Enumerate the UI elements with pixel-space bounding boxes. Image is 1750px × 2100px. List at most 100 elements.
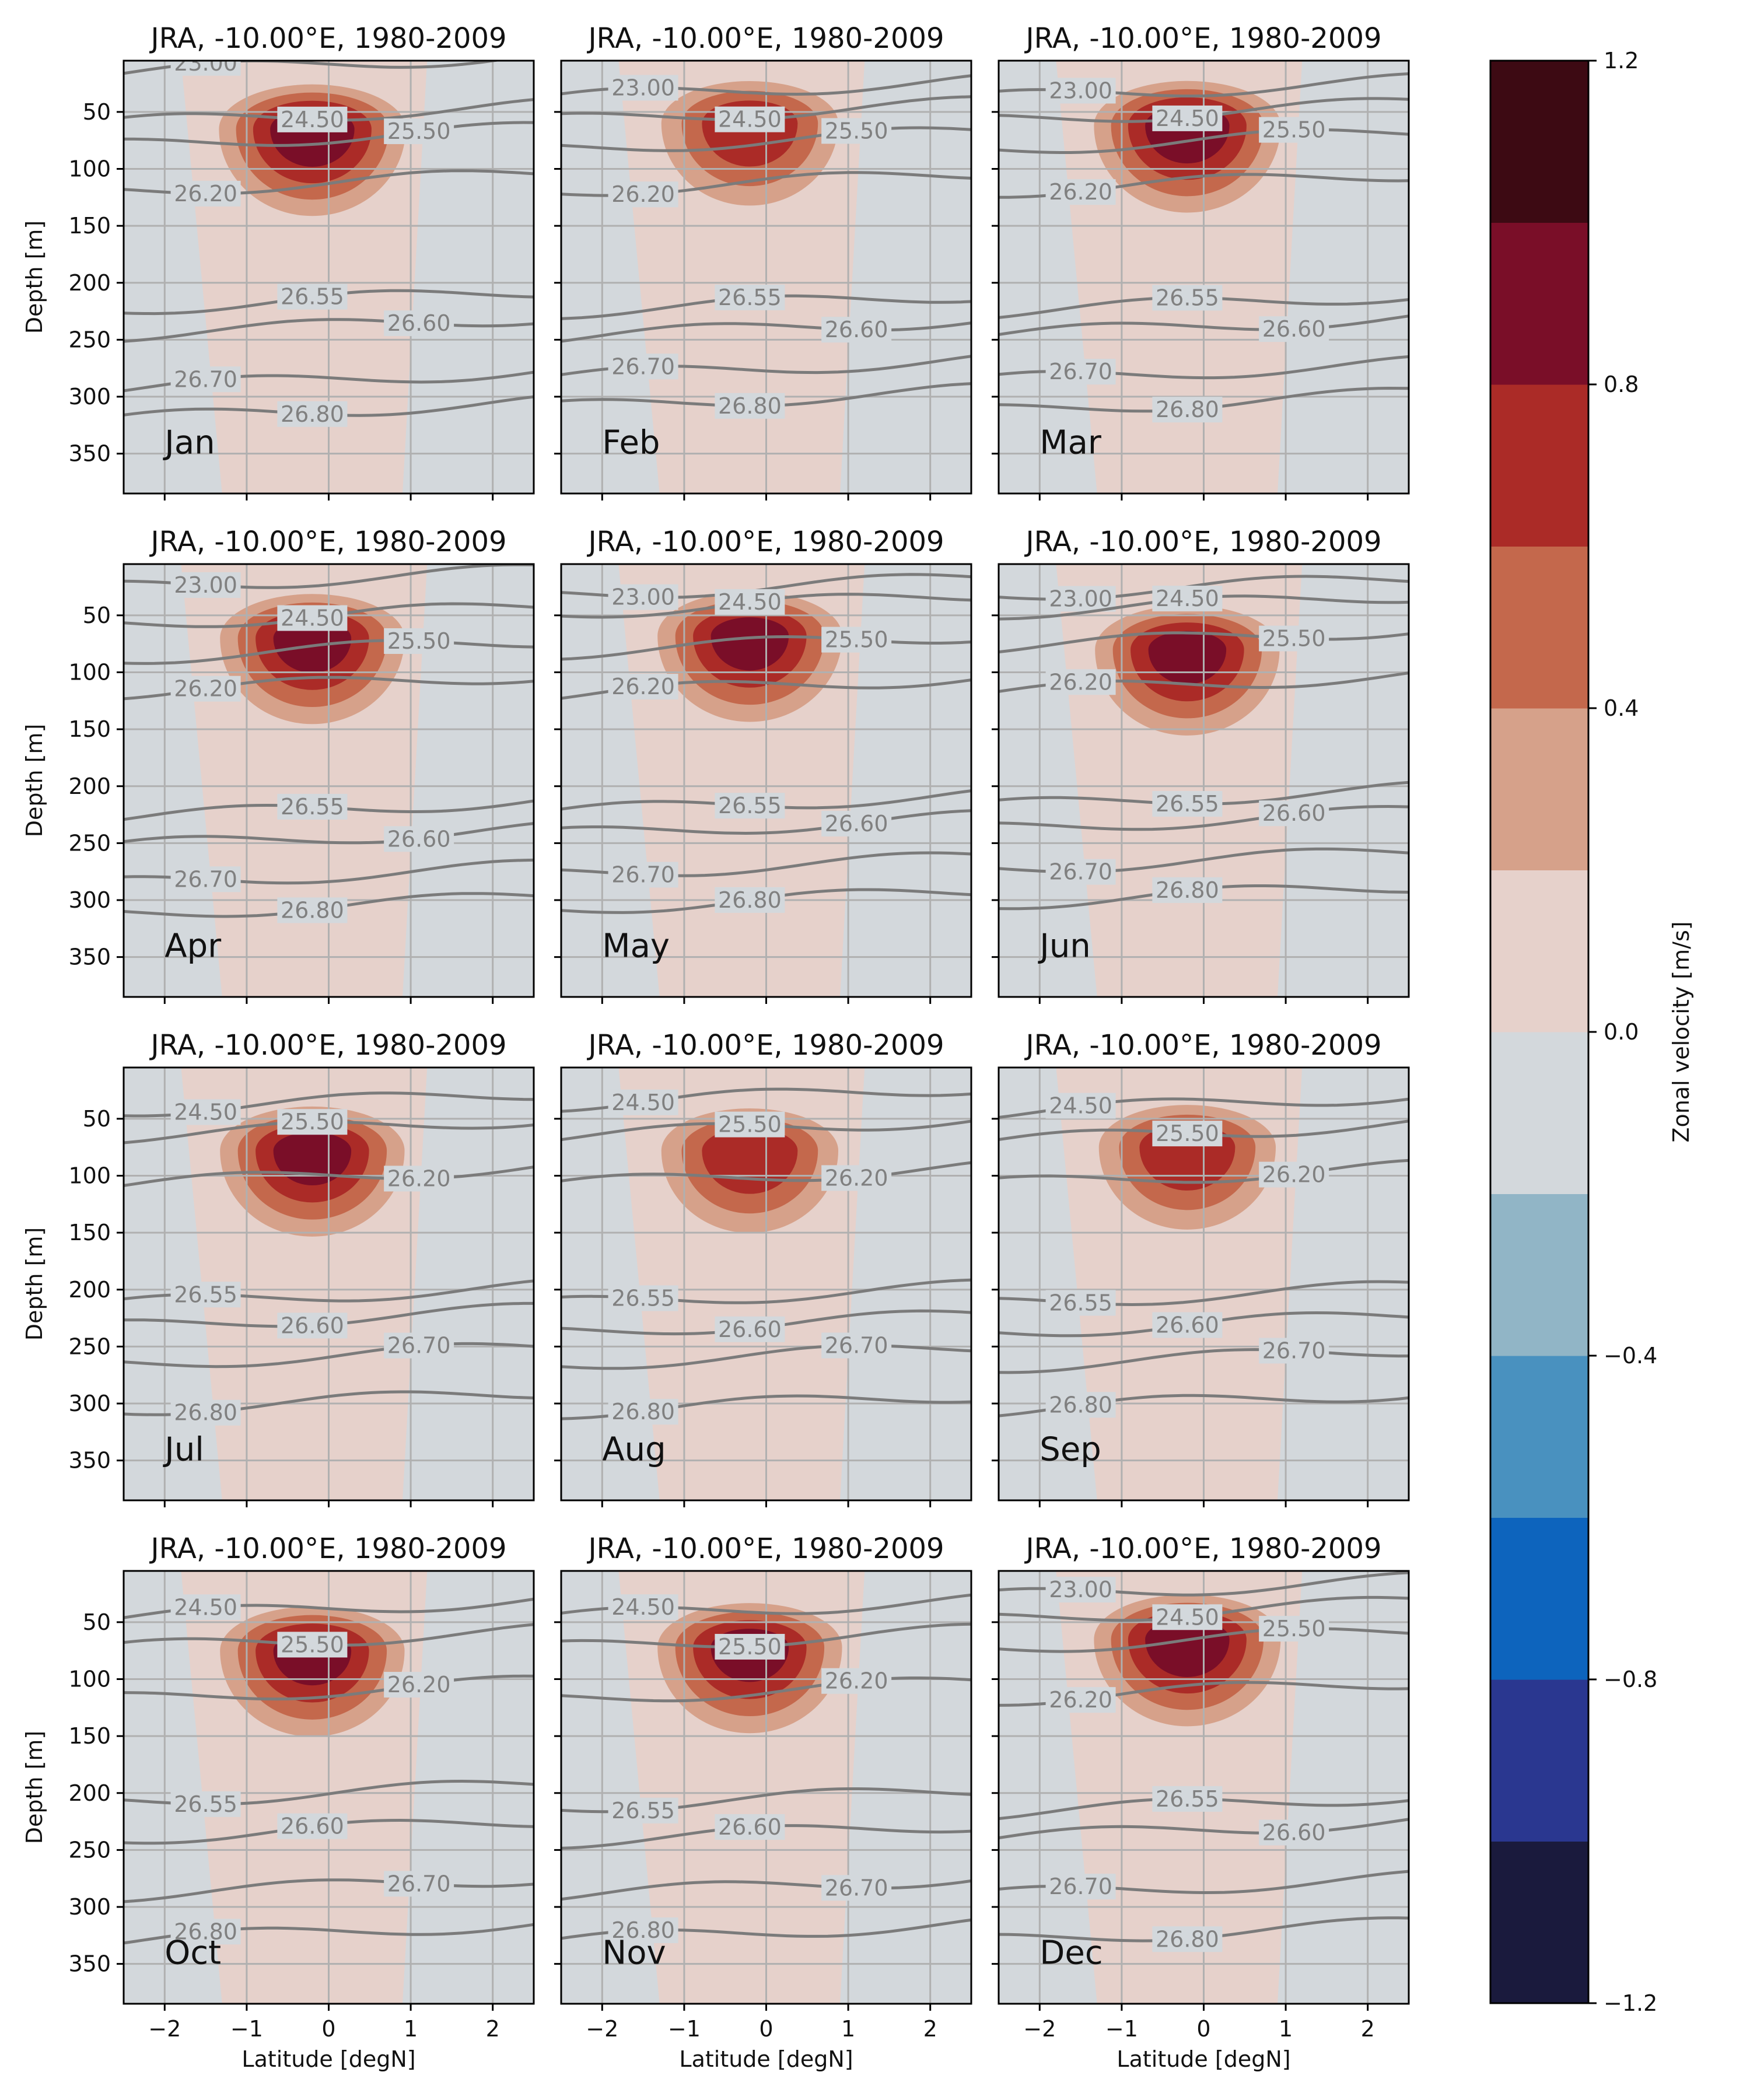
isoline-label-bg [277,1312,348,1339]
panel-title: JRA, -10.00°E, 1980-2009 [149,1029,506,1062]
panel-title: JRA, -10.00°E, 1980-2009 [1024,1029,1381,1062]
isoline-label: 26.60 [718,1814,782,1840]
panel-may: 23.00 24.50 25.50 26.20 26.55 26.60 26.70 26.80… [554,526,972,1004]
isoline-label: 23.00 [611,584,675,610]
isoline-label: 26.70 [1262,1338,1326,1363]
isoline-label-bg [715,589,785,615]
isoline-label: 26.70 [387,1333,451,1359]
isoline-25.50 [124,121,534,147]
isoline-25.50 [999,128,1409,154]
isoline-label-bg [821,118,892,144]
isoline-label: 25.50 [825,118,888,144]
isoline-label: 23.00 [1049,78,1112,103]
x-axis-label: Latitude [degN] [242,2046,415,2072]
isoline-label-bg [384,310,454,337]
isoline-label-bg [170,866,241,892]
isoline-label: 26.70 [387,1871,451,1896]
isoline-label-bg [608,1399,678,1425]
x-tick-label: 2 [1361,2016,1375,2042]
isoline-label-bg [1045,1577,1116,1603]
isoline-label-bg [608,75,678,101]
isoline-label-bg [170,676,241,702]
isoline-label-bg [170,366,241,393]
month-label: Mar [1040,424,1102,462]
isoline-25.50 [124,639,534,665]
isoline-label: 23.00 [174,572,237,598]
isoline-label-bg [170,1282,241,1308]
isoline-label-bg [608,1285,678,1311]
isoline-label-bg [170,1099,241,1125]
isoline-label-bg [1259,1819,1329,1846]
isoline-label-bg [170,1919,241,1945]
colorbar-segment [1490,708,1588,870]
colorbar-label: Zonal velocity [m/s] [1668,921,1694,1142]
isoline-label: 26.60 [718,1317,782,1342]
x-tick-label: −1 [230,2016,263,2042]
plot-area: 23.00 24.50 25.50 26.20 26.55 26.60 26.70 26.80 [561,61,971,494]
isoline-label-bg [821,1668,892,1694]
isoline-26.60 [561,321,971,343]
isoline-label-bg [608,584,678,610]
isoline-label-bg [715,1814,785,1840]
isoline-label: 26.55 [1156,285,1219,310]
isoline-label-bg [1152,105,1223,131]
isoline-label: 25.50 [1262,626,1326,652]
isoline-label-bg [277,401,348,427]
isoline-label: 26.60 [825,811,888,836]
isoline-label: 26.80 [611,1917,675,1943]
isoline-label: 26.20 [174,181,237,206]
isoline-label: 24.50 [281,107,344,132]
isoline-label-bg [277,106,348,132]
y-tick-label: 200 [68,270,111,296]
isoline-label-bg [1152,285,1223,311]
panel-title: JRA, -10.00°E, 1980-2009 [1024,22,1381,55]
colorbar-segment [1490,1679,1588,1842]
panel-jan: 23.00 24.50 25.50 26.20 26.55 26.60 26.70 26.80… [22,22,535,501]
y-axis-label: Depth [m] [22,220,47,334]
x-tick-label: 1 [404,2016,418,2042]
colorbar-tick-label: 0.8 [1604,372,1639,397]
y-tick-label: 100 [68,1667,111,1692]
isoline-label: 26.60 [387,826,451,852]
isoline-label: 26.20 [387,1166,451,1191]
panel-feb: 23.00 24.50 25.50 26.20 26.55 26.60 26.70 26.80… [554,22,972,501]
isoline-25.50 [561,126,971,152]
isoline-label: 26.70 [1049,859,1112,885]
isoline-label-bg [277,793,348,820]
isoline-label: 24.50 [174,1099,237,1125]
isoline-label: 26.80 [281,897,344,923]
isoline-label: 26.55 [1156,1786,1219,1812]
x-tick-label: 1 [1279,2016,1293,2042]
x-tick-label: 2 [923,2016,937,2042]
isoline-26.20 [999,1158,1409,1184]
isoline-label-bg [821,1332,892,1359]
x-tick-label: 0 [1196,2016,1210,2042]
isoline-label: 26.60 [1262,800,1326,826]
colorbar-tick-label: −1.2 [1604,1990,1657,2016]
colorbar-segment [1490,384,1588,547]
isoline-label-bg [608,674,678,700]
month-label: Jul [163,1431,204,1469]
isoline-label-bg [1152,397,1223,423]
x-tick-label: 1 [841,2016,855,2042]
isoline-26.60 [124,822,534,845]
isoline-label-bg [1045,359,1116,385]
isoline-label: 26.55 [1156,791,1219,817]
panel-aug: 24.50 25.50 26.20 26.55 26.60 26.70 26.80 JRA, … [554,1029,972,1507]
isoline-label: 25.50 [1262,1616,1326,1642]
isoline-label-bg [384,628,454,654]
isoline-label-bg [170,61,241,76]
y-tick-label: 50 [83,603,111,628]
panel-apr: 23.00 24.50 25.50 26.20 26.55 26.60 26.70 26.80… [22,526,535,1004]
y-tick-label: 50 [83,1106,111,1132]
x-tick-label: −2 [586,2016,618,2042]
isoline-26.60 [999,314,1409,336]
colorbar-tick-label: −0.8 [1604,1667,1657,1692]
y-tick-label: 250 [68,830,111,856]
isoline-label-bg [821,1165,892,1191]
panel-dec: 23.00 24.50 25.50 26.20 26.55 26.60 26.70 26.80… [992,1532,1410,2072]
isoline-label-bg [277,897,348,923]
month-label: Sep [1040,1431,1101,1469]
y-tick-label: 150 [68,213,111,239]
y-tick-label: 250 [68,1837,111,1863]
